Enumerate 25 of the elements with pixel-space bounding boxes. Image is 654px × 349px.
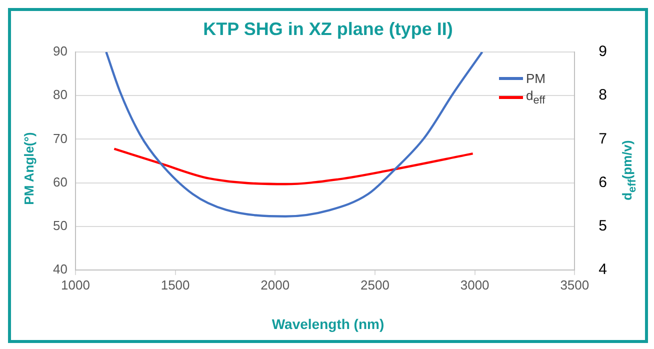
y-axis-title: PM Angle(°)	[22, 131, 36, 207]
y-tick-label: 50	[52, 218, 68, 233]
legend-label: d$_{eff}$	[526, 88, 546, 107]
x-axis-title: Wavelength (nm)	[270, 316, 386, 332]
x-tick-label: 3000	[460, 277, 490, 292]
x-tick-label: 1500	[160, 277, 190, 292]
x-tick-label: 3500	[560, 277, 590, 292]
y-tick-label: 40	[52, 262, 68, 277]
y-tick-label: 80	[52, 87, 68, 102]
y-tick-label: 60	[52, 174, 68, 190]
legend-label: PM	[526, 71, 546, 86]
y2-tick-label: 9	[598, 43, 607, 60]
chart-title: KTP SHG in XZ plane (type II)	[202, 19, 454, 40]
y2-tick-label: 5	[598, 218, 607, 235]
y2-tick-label: 6	[598, 174, 607, 191]
y2-tick-label: 8	[598, 86, 607, 104]
x-tick-label: 2000	[260, 277, 290, 292]
y-tick-label: 70	[52, 130, 68, 146]
line-series	[113, 148, 474, 186]
y2-tick-label: 7	[598, 130, 607, 148]
line-series	[105, 52, 484, 218]
y2-tick-label: 4	[598, 261, 607, 278]
x-tick-label: 1000	[61, 277, 90, 292]
x-tick-label: 2500	[360, 277, 390, 292]
y-tick-label: 90	[52, 44, 68, 59]
